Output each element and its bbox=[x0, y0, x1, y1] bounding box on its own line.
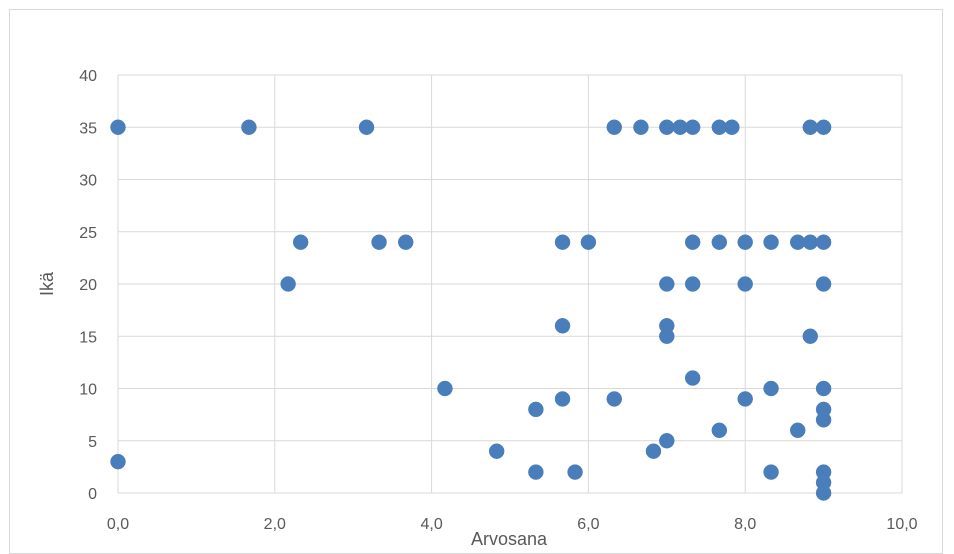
x-tick-label: 10,0 bbox=[886, 516, 917, 533]
data-point bbox=[815, 380, 832, 397]
x-tick-label: 2,0 bbox=[264, 516, 286, 533]
data-point bbox=[763, 464, 779, 480]
tick-labels: 0 5 10 15 20 25 30 35 40 0,0 2,0 4,0 6,0 8,0 10,0 bbox=[79, 68, 917, 533]
data-point bbox=[580, 234, 597, 250]
data-point bbox=[815, 234, 832, 250]
data-point bbox=[554, 391, 571, 407]
data-point bbox=[488, 443, 505, 459]
y-axis-title: Ikä bbox=[37, 271, 57, 296]
data-point bbox=[684, 119, 701, 135]
y-tick-label: 30 bbox=[79, 173, 97, 190]
data-point bbox=[711, 422, 728, 439]
data-point bbox=[789, 422, 806, 439]
data-point bbox=[397, 234, 414, 250]
data-point bbox=[684, 276, 701, 292]
data-point bbox=[763, 234, 779, 250]
y-tick-label: 20 bbox=[79, 277, 97, 294]
data-point bbox=[802, 328, 819, 344]
x-axis-title: Arvosana bbox=[471, 529, 548, 549]
data-point bbox=[763, 380, 779, 397]
y-tick-label: 40 bbox=[79, 68, 97, 85]
y-tick-label: 15 bbox=[79, 329, 97, 346]
x-tick-label: 8,0 bbox=[734, 516, 756, 533]
data-point bbox=[659, 433, 675, 449]
data-point bbox=[684, 234, 701, 250]
data-point bbox=[815, 276, 832, 292]
x-tick-label: 4,0 bbox=[420, 516, 442, 533]
y-tick-label: 5 bbox=[88, 434, 97, 451]
data-point bbox=[659, 328, 675, 344]
data-point bbox=[110, 453, 126, 470]
data-point bbox=[554, 234, 571, 250]
y-tick-label: 10 bbox=[79, 382, 97, 399]
data-point bbox=[737, 234, 753, 250]
y-tick-label: 0 bbox=[88, 486, 97, 503]
data-point bbox=[815, 485, 832, 501]
data-point bbox=[554, 318, 571, 334]
gridlines bbox=[117, 74, 903, 494]
data-point bbox=[606, 119, 623, 135]
data-point bbox=[737, 276, 753, 292]
data-point bbox=[724, 119, 740, 135]
data-point bbox=[606, 391, 623, 407]
data-point bbox=[684, 370, 701, 386]
data-point bbox=[659, 276, 675, 292]
data-point bbox=[815, 119, 832, 135]
data-point bbox=[802, 119, 819, 135]
x-tick-label: 6,0 bbox=[577, 516, 599, 533]
chart-frame bbox=[9, 9, 943, 554]
data-point bbox=[110, 119, 126, 135]
data-point bbox=[802, 234, 819, 250]
data-point bbox=[358, 119, 375, 135]
data-point bbox=[371, 234, 387, 250]
y-tick-label: 25 bbox=[79, 225, 97, 242]
data-points bbox=[110, 119, 832, 501]
x-tick-label: 0,0 bbox=[107, 516, 129, 533]
data-point bbox=[292, 234, 309, 250]
data-point bbox=[528, 464, 544, 480]
data-point bbox=[815, 412, 832, 428]
data-point bbox=[241, 119, 257, 135]
data-point bbox=[737, 391, 753, 407]
data-point bbox=[437, 380, 453, 397]
data-point bbox=[711, 234, 728, 250]
y-tick-label: 35 bbox=[79, 120, 97, 137]
data-point bbox=[645, 443, 662, 459]
data-point bbox=[633, 119, 649, 135]
data-point bbox=[280, 276, 296, 292]
data-point bbox=[528, 401, 544, 418]
data-point bbox=[567, 464, 583, 480]
data-point bbox=[659, 119, 675, 135]
